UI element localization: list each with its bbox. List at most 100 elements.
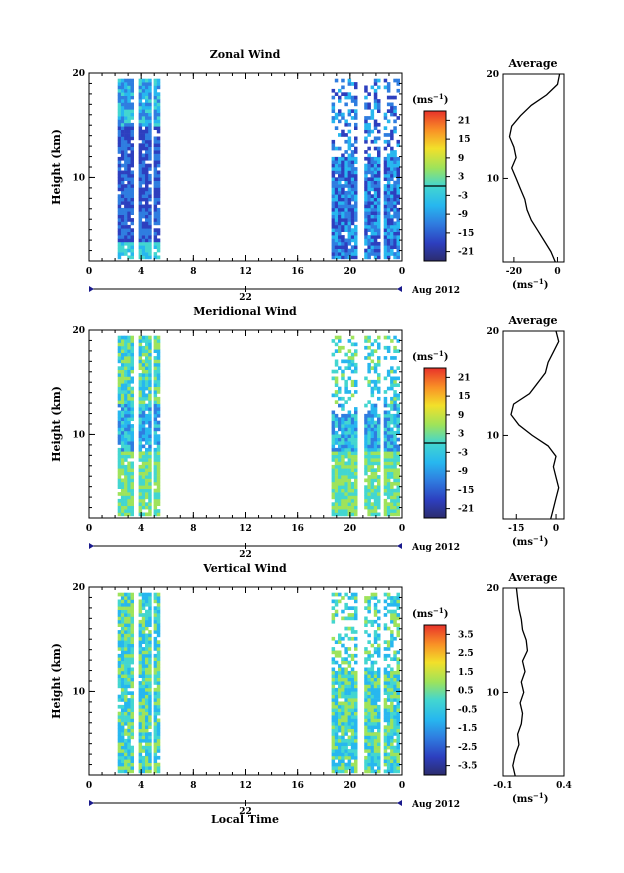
x-tick-label: 16 <box>291 267 304 277</box>
profile-x-ticks: -15 0 <box>508 514 559 534</box>
panel-meridional: Meridional Wind 0 4 8 12 16 20 0 10 20 Height (… <box>50 305 565 560</box>
colorbar-ticks: 3.5 2.5 1.5 0.5 -0.5 -1.5 -2.5 -3.5 <box>446 630 477 772</box>
profile-y-tick-label: 20 <box>486 70 499 80</box>
colorbar-unit: (ms−1) <box>412 606 448 620</box>
profile-x-tick-label: -0.1 <box>493 781 512 791</box>
x-axis-label: Local Time <box>211 813 279 826</box>
x-tick-label: 4 <box>138 524 144 534</box>
y-axis-label: Height (km) <box>50 129 63 205</box>
colorbar-tick-label: -21 <box>458 505 474 515</box>
x-tick-label: 20 <box>344 267 357 277</box>
panel-zonal: Zonal Wind 0 4 8 12 16 20 0 10 20 Height (km) 2… <box>50 48 565 303</box>
profile-title: Average <box>507 571 557 584</box>
profile-line <box>512 587 529 777</box>
heatmap-cells <box>117 78 400 260</box>
colorbar-tick-label: 1.5 <box>458 668 474 678</box>
colorbar-tick-label: 3 <box>458 173 464 183</box>
x-tick-label: 12 <box>239 267 252 277</box>
panel-title: Zonal Wind <box>210 48 281 61</box>
date-tick-label: 22 <box>239 293 252 303</box>
x-tick-label: 20 <box>344 781 357 791</box>
colorbar-tick-label: 21 <box>458 373 471 383</box>
colorbar: (ms−1) 21 15 9 3 -3 -9 -15 -21 <box>412 92 474 262</box>
heatmap-cells <box>117 335 400 517</box>
colorbar-tick-label: -3.5 <box>458 762 477 772</box>
date-tick-label: 22 <box>239 807 252 817</box>
y-tick-label: 10 <box>72 430 85 440</box>
colorbar-unit: (ms−1) <box>412 92 448 106</box>
x-tick-label: 8 <box>190 781 196 791</box>
profile-title: Average <box>507 314 557 327</box>
heatmap-cells <box>117 592 400 774</box>
panel-vertical: Vertical Wind 0 4 8 12 16 20 0 10 20 Height (km… <box>50 562 572 826</box>
date-tick-label: 22 <box>239 550 252 560</box>
average-profile: Average -0.1 0.4 10 20 (ms−1) <box>486 571 571 805</box>
date-suffix: Aug 2012 <box>411 800 460 810</box>
y-axis-label: Height (km) <box>50 386 63 462</box>
x-tick-label: 16 <box>291 524 304 534</box>
x-ticks: 0 4 8 12 16 20 0 <box>86 330 405 534</box>
profile-y-tick-label: 20 <box>486 327 499 337</box>
x-ticks: 0 4 8 12 16 20 0 <box>86 587 405 791</box>
x-tick-label: 20 <box>344 524 357 534</box>
profile-y-tick-label: 20 <box>486 584 499 594</box>
profile-x-ticks: -20 0 <box>506 257 561 277</box>
x-tick-label: 16 <box>291 781 304 791</box>
date-suffix: Aug 2012 <box>411 543 460 553</box>
profile-x-tick-label: 0.4 <box>556 781 572 791</box>
colorbar-tick-label: 21 <box>458 116 471 126</box>
y-tick-label: 10 <box>72 687 85 697</box>
colorbar-tick-label: -9 <box>458 467 468 477</box>
x-tick-label: 8 <box>190 267 196 277</box>
average-profile: Average -15 0 10 20 (ms−1) <box>486 314 565 548</box>
profile-unit: (ms−1) <box>512 277 548 291</box>
x-tick-label: 0 <box>86 781 92 791</box>
colorbar-tick-label: -3 <box>458 191 468 201</box>
x-tick-label: 12 <box>239 781 252 791</box>
profile-unit: (ms−1) <box>512 791 548 805</box>
x-tick-label: 0 <box>86 267 92 277</box>
x-ticks: 0 4 8 12 16 20 0 <box>86 73 405 277</box>
x-tick-label: 0 <box>399 524 405 534</box>
colorbar-ticks: 21 15 9 3 -3 -9 -15 -21 <box>446 373 474 515</box>
date-axis: 22 <box>89 286 402 303</box>
x-tick-label: 0 <box>399 781 405 791</box>
colorbar-tick-label: 2.5 <box>458 649 474 659</box>
profile-line <box>508 73 561 263</box>
colorbar-tick-label: 15 <box>458 135 471 145</box>
date-suffix: Aug 2012 <box>411 286 460 296</box>
y-ticks: 10 20 <box>72 326 402 509</box>
colorbar-tick-label: -0.5 <box>458 705 477 715</box>
panel-title: Vertical Wind <box>202 562 287 575</box>
profile-y-tick-label: 10 <box>486 174 499 184</box>
colorbar-tick-label: 3.5 <box>458 630 474 640</box>
y-tick-label: 20 <box>72 583 85 593</box>
colorbar-tick-label: -15 <box>458 229 474 239</box>
colorbar-tick-label: 0.5 <box>458 687 474 697</box>
profile-x-tick-label: -15 <box>508 524 524 534</box>
colorbar-tick-label: -3 <box>458 448 468 458</box>
colorbar-tick-label: -1.5 <box>458 724 477 734</box>
date-axis: 22 <box>89 543 402 560</box>
y-axis-label: Height (km) <box>50 643 63 719</box>
x-tick-label: 0 <box>86 524 92 534</box>
profile-x-ticks: -0.1 0.4 <box>493 771 572 791</box>
x-tick-label: 4 <box>138 781 144 791</box>
colorbar-unit: (ms−1) <box>412 349 448 363</box>
y-tick-label: 20 <box>72 326 85 336</box>
y-ticks: 10 20 <box>72 583 402 766</box>
profile-title: Average <box>507 57 557 70</box>
x-tick-label: 0 <box>399 267 405 277</box>
colorbar-tick-label: 3 <box>458 430 464 440</box>
colorbar-tick-label: -21 <box>458 248 474 258</box>
profile-x-tick-label: 0 <box>554 267 560 277</box>
colorbar-tick-label: -9 <box>458 210 468 220</box>
colorbar: (ms−1) 3.5 2.5 1.5 0.5 -0.5 -1.5 -2.5 -3.5 <box>412 606 477 776</box>
x-tick-label: 12 <box>239 524 252 534</box>
x-tick-label: 4 <box>138 267 144 277</box>
colorbar-tick-label: 9 <box>458 154 464 164</box>
profile-line <box>510 330 560 520</box>
panel-title: Meridional Wind <box>193 305 297 318</box>
colorbar-ticks: 21 15 9 3 -3 -9 -15 -21 <box>446 116 474 258</box>
